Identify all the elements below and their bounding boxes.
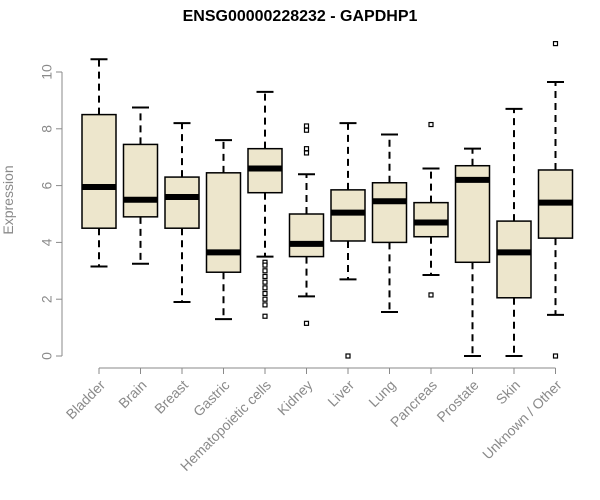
iqr-box bbox=[288, 213, 325, 258]
box-group bbox=[454, 147, 491, 357]
iqr-box bbox=[205, 172, 242, 273]
box-group bbox=[288, 123, 325, 326]
boxes bbox=[81, 40, 574, 359]
outlier-point bbox=[262, 296, 268, 302]
y-tick-label: 8 bbox=[39, 125, 55, 133]
outlier-point bbox=[303, 123, 310, 129]
outlier-point bbox=[428, 292, 434, 298]
iqr-box bbox=[164, 176, 200, 229]
y-tick-label: 2 bbox=[39, 295, 55, 303]
outlier-point bbox=[552, 40, 559, 47]
outlier-point bbox=[428, 121, 434, 128]
x-tick-label: Lung bbox=[365, 377, 398, 410]
y-tick-label: 4 bbox=[39, 238, 55, 246]
box-group bbox=[330, 122, 366, 359]
box-group bbox=[413, 121, 449, 298]
outlier-point bbox=[262, 313, 268, 319]
outlier-point bbox=[262, 279, 268, 285]
box-group bbox=[247, 90, 283, 319]
y-axis-title: Expression bbox=[0, 165, 16, 234]
box-group bbox=[81, 58, 117, 268]
outlier-point bbox=[345, 353, 351, 359]
outlier-point bbox=[262, 290, 268, 297]
box-group bbox=[205, 139, 242, 321]
iqr-box bbox=[371, 182, 408, 244]
outlier-point bbox=[262, 273, 268, 280]
box-group bbox=[371, 133, 408, 313]
box-group bbox=[164, 122, 200, 304]
chart-title: ENSG00000228232 - GAPDHP1 bbox=[182, 8, 418, 25]
iqr-box bbox=[496, 220, 532, 299]
outlier-point bbox=[262, 285, 268, 291]
y-tick-label: 6 bbox=[39, 181, 55, 189]
x-tick-label: Unknown / Other bbox=[479, 377, 565, 463]
outlier-point bbox=[552, 353, 559, 359]
x-tick-label: Breast bbox=[151, 377, 191, 417]
outlier-point bbox=[303, 127, 310, 133]
outlier-point bbox=[303, 150, 310, 156]
iqr-box bbox=[81, 113, 117, 229]
x-tick-label: Liver bbox=[324, 377, 357, 410]
outlier-point bbox=[303, 146, 310, 152]
y-axis: 0 2 4 6 8 10 bbox=[39, 64, 63, 360]
outlier-point bbox=[262, 302, 268, 308]
x-tick-label: Bladder bbox=[63, 377, 109, 423]
box-group bbox=[537, 40, 574, 359]
outlier-point bbox=[262, 262, 268, 268]
x-tick-label: Brain bbox=[115, 377, 149, 411]
x-tick-label: Kidney bbox=[274, 377, 316, 419]
y-tick-label: 10 bbox=[39, 64, 55, 80]
y-tick-label: 0 bbox=[39, 352, 55, 360]
iqr-box bbox=[122, 143, 159, 218]
outlier-point bbox=[262, 268, 268, 274]
x-tick-label: Prostate bbox=[433, 377, 481, 425]
x-tick-label: Skin bbox=[493, 377, 524, 408]
box-group bbox=[122, 106, 159, 265]
box-group bbox=[496, 107, 532, 357]
outlier-point bbox=[303, 320, 310, 326]
